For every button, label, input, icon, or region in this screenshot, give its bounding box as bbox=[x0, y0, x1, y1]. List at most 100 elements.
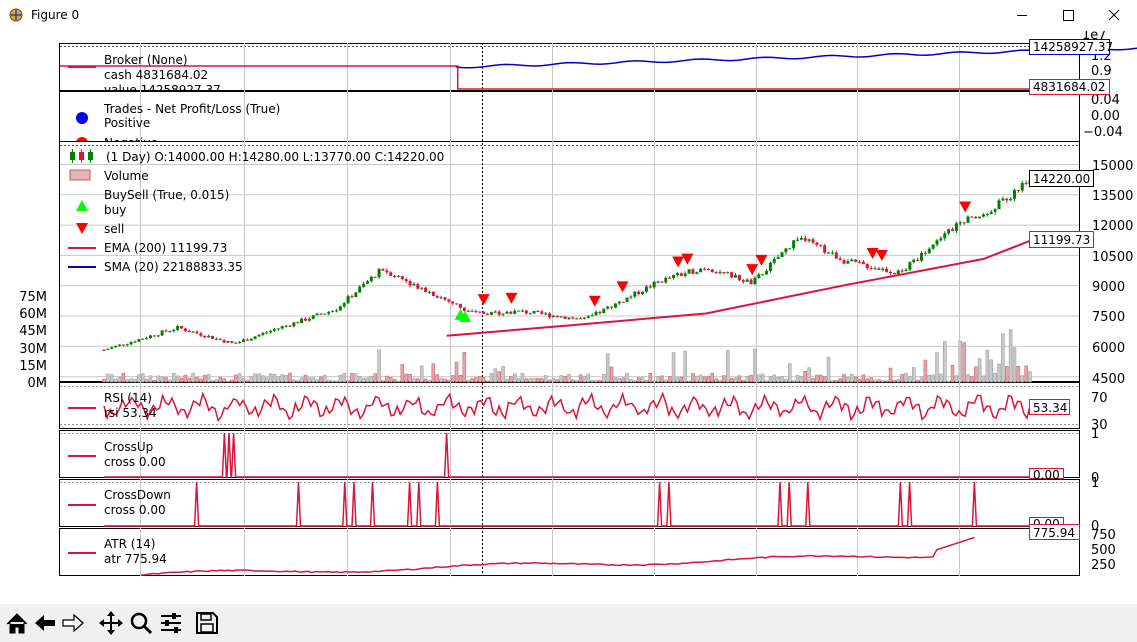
candle-body bbox=[148, 335, 152, 339]
volume-bar bbox=[698, 374, 703, 383]
price-tick-3: 12000 bbox=[1092, 219, 1133, 234]
candle-body bbox=[1009, 198, 1013, 201]
volume-bar bbox=[113, 378, 118, 383]
figure-canvas[interactable]: Broker (None) cash 4831684.02 value 1425… bbox=[0, 31, 1137, 604]
volume-bar bbox=[408, 373, 412, 383]
candle-body bbox=[253, 336, 257, 339]
volume-bar bbox=[737, 375, 742, 383]
trades-tick-1: 0.04 bbox=[1091, 93, 1120, 108]
volume-axis-labels: 75M 60M 45M 30M 15M 0M bbox=[19, 290, 47, 391]
candle-body bbox=[396, 276, 400, 278]
volume-bar bbox=[230, 379, 234, 383]
volume-bar bbox=[908, 376, 912, 383]
candle-body bbox=[966, 216, 970, 223]
volume-bar bbox=[191, 372, 195, 383]
volume-bar bbox=[206, 374, 211, 383]
configure-button[interactable] bbox=[157, 609, 185, 637]
candle-body bbox=[439, 297, 443, 299]
candle-body bbox=[319, 313, 323, 315]
candle-body bbox=[172, 329, 176, 332]
volume-bar bbox=[462, 352, 467, 383]
volume-bar bbox=[873, 379, 877, 383]
crossup-tag: 0.00 bbox=[1033, 468, 1060, 482]
candle-body bbox=[923, 252, 927, 254]
candle-body bbox=[575, 318, 579, 320]
candle-body bbox=[315, 313, 319, 316]
volume-bar bbox=[582, 376, 587, 383]
candle-body bbox=[726, 272, 730, 274]
candle-body bbox=[280, 326, 284, 329]
ohlc-label: (1 Day) O:14000.00 H:14280.00 L:13770.00… bbox=[106, 150, 444, 164]
volume-bar bbox=[667, 376, 672, 383]
volume-bar bbox=[675, 377, 680, 383]
volume-legend-icon bbox=[69, 169, 91, 181]
close-button[interactable] bbox=[1091, 0, 1137, 31]
candle-body bbox=[288, 325, 292, 327]
candle-body bbox=[303, 318, 307, 321]
candle-body bbox=[265, 332, 269, 334]
candle-body bbox=[203, 335, 207, 338]
value-tags: 14258927.37 4831684.02 14220.00 11199.73… bbox=[1029, 39, 1113, 540]
vol-tick-45m: 45M bbox=[19, 324, 47, 339]
candle-body bbox=[834, 252, 838, 259]
volume-bar bbox=[388, 376, 393, 383]
window-title: Figure 0 bbox=[31, 8, 80, 22]
volume-bar bbox=[470, 378, 474, 383]
forward-button[interactable] bbox=[59, 609, 87, 637]
candle-body bbox=[598, 311, 602, 314]
crossdown-line bbox=[104, 481, 1030, 527]
candle-body bbox=[179, 325, 183, 329]
candle-body bbox=[129, 342, 133, 345]
volume-bar bbox=[315, 379, 319, 383]
minimize-button[interactable] bbox=[999, 0, 1045, 31]
candle-body bbox=[385, 270, 389, 273]
volume-bar bbox=[718, 379, 722, 383]
back-button[interactable] bbox=[31, 609, 59, 637]
volume-bar bbox=[977, 358, 982, 383]
candle-body bbox=[765, 270, 769, 275]
trades-tick-2: 0.00 bbox=[1091, 109, 1120, 124]
volume-bar bbox=[129, 378, 133, 383]
sell-marker bbox=[505, 292, 518, 304]
candle-body bbox=[749, 279, 753, 285]
vol-tick-30m: 30M bbox=[19, 342, 47, 357]
maximize-button[interactable] bbox=[1045, 0, 1091, 31]
pan-button[interactable] bbox=[97, 609, 125, 637]
candle-body bbox=[226, 341, 230, 343]
forward-icon bbox=[62, 613, 84, 633]
vol-tick-15m: 15M bbox=[19, 359, 47, 374]
atr-title: ATR (14) bbox=[104, 537, 155, 551]
candle-body bbox=[261, 332, 265, 335]
volume-bar bbox=[292, 379, 296, 383]
volume-bar bbox=[307, 377, 312, 383]
crossup-title: CrossUp bbox=[104, 440, 153, 454]
candle-body bbox=[451, 301, 455, 304]
home-button[interactable] bbox=[3, 609, 31, 637]
candle-body bbox=[722, 272, 726, 274]
broker-value-line bbox=[455, 47, 1137, 69]
candle-body bbox=[195, 331, 199, 334]
candle-body bbox=[761, 274, 765, 276]
volume-bar bbox=[625, 373, 629, 383]
volume-bar bbox=[187, 377, 191, 383]
home-icon bbox=[6, 613, 28, 634]
candle-body bbox=[102, 349, 106, 351]
rsi-title: RSI (14) bbox=[104, 391, 152, 405]
volume-bar bbox=[443, 378, 447, 383]
zoom-button[interactable] bbox=[127, 609, 155, 637]
sell-triangle-icon bbox=[76, 223, 88, 234]
candle-body bbox=[737, 275, 741, 281]
candle-body bbox=[590, 315, 594, 317]
volume-bar bbox=[365, 377, 370, 383]
volume-bar bbox=[578, 374, 583, 383]
save-button[interactable] bbox=[193, 609, 221, 637]
price-tick-8: 4500 bbox=[1092, 372, 1125, 387]
candle-body bbox=[373, 276, 377, 278]
volume-bar bbox=[489, 373, 494, 383]
candle-body bbox=[497, 311, 501, 315]
candle-body bbox=[586, 316, 590, 318]
crossup-legend: CrossUp cross 0.00 bbox=[68, 440, 166, 469]
volume-bar bbox=[1005, 366, 1009, 383]
volume-bar bbox=[330, 380, 335, 383]
price-tick-7: 6000 bbox=[1092, 341, 1125, 356]
